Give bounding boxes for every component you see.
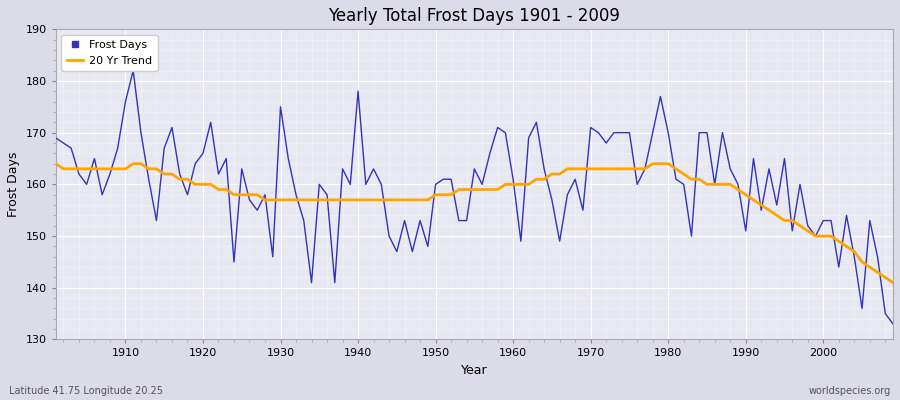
20 Yr Trend (329, 198, 340, 202)
20 Yr Trend (601, 166, 612, 171)
20 Yr Trend (508, 182, 518, 187)
Text: Latitude 41.75 Longitude 20.25: Latitude 41.75 Longitude 20.25 (9, 386, 163, 396)
Line: Frost Days: Frost Days (56, 71, 893, 324)
Frost Days (516, 239, 526, 244)
Text: worldspecies.org: worldspecies.org (809, 386, 891, 396)
Frost Days (50, 136, 61, 140)
Frost Days (338, 166, 348, 171)
Title: Yearly Total Frost Days 1901 - 2009: Yearly Total Frost Days 1901 - 2009 (328, 7, 620, 25)
Legend: Frost Days, 20 Yr Trend: Frost Days, 20 Yr Trend (61, 35, 158, 72)
20 Yr Trend (283, 198, 293, 202)
X-axis label: Year: Year (461, 364, 488, 377)
Frost Days (291, 192, 302, 197)
20 Yr Trend (887, 280, 898, 285)
Frost Days (128, 68, 139, 73)
20 Yr Trend (500, 182, 511, 187)
Frost Days (508, 177, 518, 182)
Frost Days (112, 146, 123, 150)
20 Yr Trend (112, 166, 123, 171)
20 Yr Trend (50, 161, 61, 166)
Y-axis label: Frost Days: Frost Days (7, 152, 20, 217)
Frost Days (608, 130, 619, 135)
Line: 20 Yr Trend: 20 Yr Trend (56, 164, 893, 283)
Frost Days (887, 322, 898, 326)
